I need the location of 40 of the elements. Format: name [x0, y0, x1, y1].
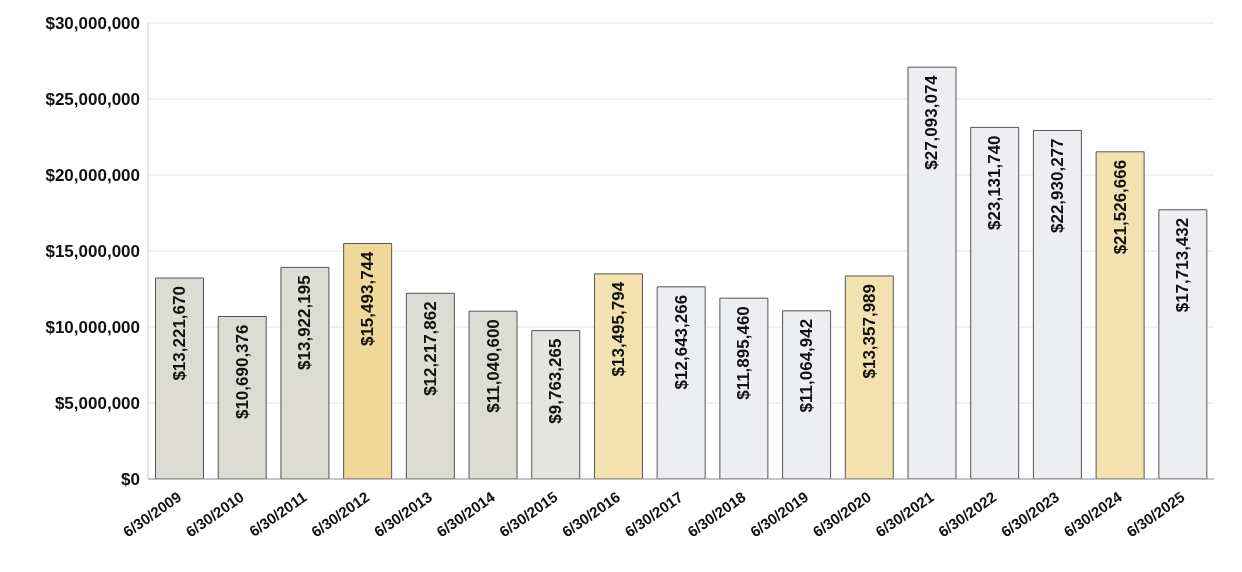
bar — [217, 316, 267, 479]
data-label: $10,690,376 — [232, 324, 252, 420]
bar — [782, 310, 832, 479]
data-label: $12,217,862 — [420, 301, 440, 396]
bar — [970, 126, 1020, 479]
data-label: $13,357,989 — [859, 283, 879, 379]
data-label: $9,763,265 — [546, 338, 566, 424]
bar — [719, 297, 769, 479]
bar — [1095, 151, 1145, 479]
bar — [907, 66, 957, 479]
y-tick-label: $10,000,000 — [45, 318, 140, 338]
bar — [343, 243, 393, 479]
y-tick-label: $5,000,000 — [54, 394, 140, 414]
data-label: $11,895,460 — [734, 306, 754, 400]
bar — [155, 277, 205, 479]
y-tick-label: $15,000,000 — [45, 242, 140, 262]
bar — [468, 310, 518, 479]
data-label: $17,713,432 — [1173, 217, 1193, 313]
bar — [844, 275, 894, 479]
y-tick-label: $20,000,000 — [45, 166, 140, 186]
bar — [280, 266, 330, 479]
bar — [656, 286, 706, 479]
bar — [593, 273, 643, 479]
data-label: $13,922,195 — [295, 275, 315, 370]
bar — [1158, 209, 1208, 479]
data-label: $15,493,744 — [358, 250, 378, 347]
data-label: $11,064,942 — [797, 318, 817, 413]
data-label: $13,221,670 — [170, 286, 190, 381]
data-label: $22,930,277 — [1047, 138, 1067, 234]
y-tick-label: $25,000,000 — [45, 90, 140, 110]
data-label: $11,040,600 — [483, 319, 503, 413]
y-tick-label: $0 — [121, 470, 140, 490]
data-label: $13,495,794 — [608, 281, 628, 377]
data-label: $27,093,074 — [922, 74, 942, 170]
y-tick-label: $30,000,000 — [45, 14, 140, 34]
data-label: $23,131,740 — [985, 135, 1005, 230]
data-label: $12,643,266 — [671, 294, 691, 390]
data-label: $21,526,666 — [1110, 159, 1130, 255]
bar — [1032, 129, 1082, 479]
bar — [405, 292, 455, 479]
